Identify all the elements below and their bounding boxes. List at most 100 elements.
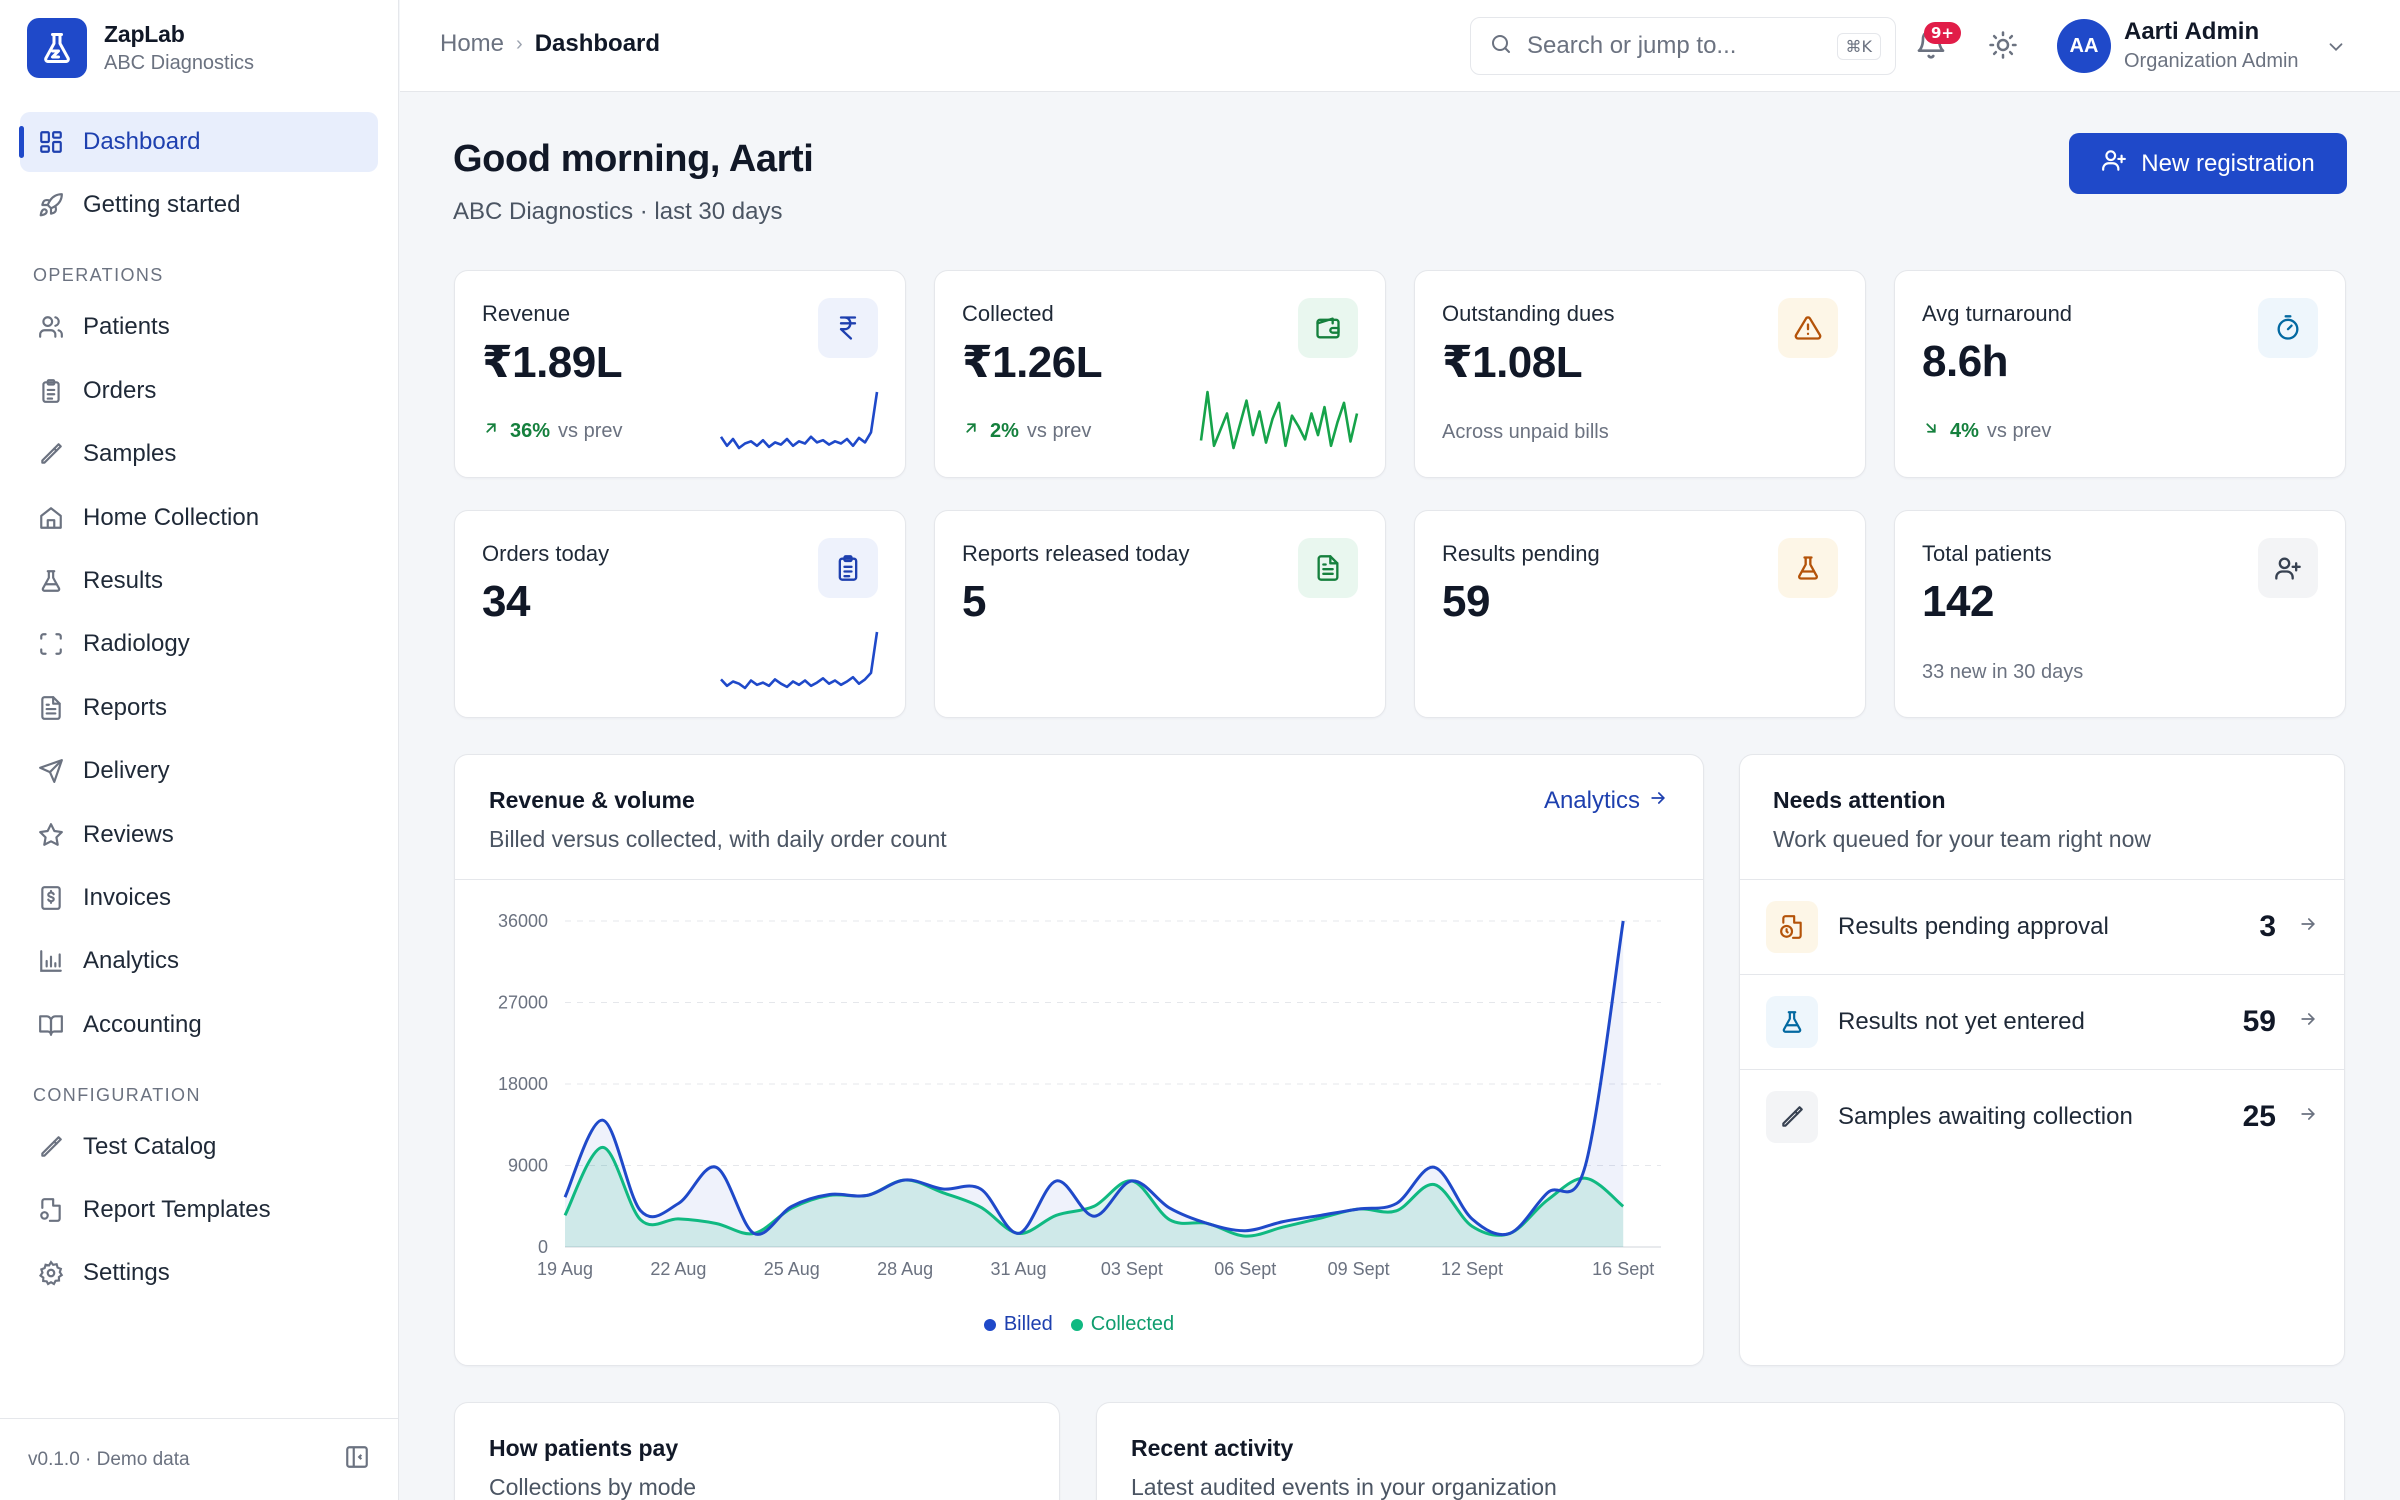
- new-registration-button[interactable]: New registration: [2069, 133, 2347, 194]
- sidebar-item-settings[interactable]: Settings: [20, 1243, 378, 1303]
- kpi-note: Across unpaid bills: [1442, 421, 1609, 443]
- sidebar-item-getting-started[interactable]: Getting started: [20, 175, 378, 235]
- sidebar-item-reviews[interactable]: Reviews: [20, 805, 378, 865]
- kpi-card-avg-turnaround[interactable]: Avg turnaround 8.6h 4% vs prev: [1894, 270, 2346, 478]
- arrow-right-icon: [2298, 914, 2318, 939]
- sidebar-item-patients[interactable]: Patients: [20, 297, 378, 357]
- page-subtitle: ABC Diagnostics · last 30 days: [453, 198, 783, 225]
- sidebar-item-results[interactable]: Results: [20, 551, 378, 611]
- kpi-label: Collected: [962, 301, 1054, 326]
- x-tick-label: 19 Aug: [537, 1259, 593, 1279]
- kpi-delta: 4% vs prev: [1922, 419, 2051, 443]
- arrow-up-right-icon: [962, 419, 980, 443]
- kpi-delta-pct: 4%: [1950, 419, 1979, 442]
- brand[interactable]: ZapLab ABC Diagnostics: [27, 18, 254, 78]
- kpi-card-results-pending[interactable]: Results pending 59: [1414, 510, 1866, 718]
- sidebar-item-label: Patients: [83, 313, 170, 341]
- sidebar-footer: v0.1.0 · Demo data: [0, 1418, 398, 1500]
- sidebar-item-orders[interactable]: Orders: [20, 361, 378, 421]
- analytics-link[interactable]: Analytics: [1544, 787, 1668, 815]
- sun-icon[interactable]: [1988, 30, 2020, 62]
- users-icon: [36, 312, 66, 342]
- send-icon: [36, 756, 66, 786]
- attention-row-not-entered[interactable]: Results not yet entered 59: [1740, 974, 2344, 1068]
- flask-icon: [1778, 538, 1838, 598]
- series-line-billed: [563, 920, 1625, 1237]
- kpi-card-reports-released-today[interactable]: Reports released today 5: [934, 510, 1386, 718]
- search-icon: [1489, 32, 1513, 61]
- sidebar-item-report-templates[interactable]: Report Templates: [20, 1180, 378, 1240]
- timer-icon: [2258, 298, 2318, 358]
- panel-divider: [455, 879, 1703, 880]
- user-menu[interactable]: Aarti Admin Organization Admin: [2124, 18, 2299, 73]
- flask-logo-icon: [27, 18, 87, 78]
- attention-row-awaiting-collection[interactable]: Samples awaiting collection 25: [1740, 1069, 2344, 1163]
- x-tick-label: 09 Sept: [1328, 1259, 1390, 1279]
- avatar[interactable]: AA: [2057, 19, 2111, 73]
- kpi-card-outstanding-dues[interactable]: Outstanding dues ₹1.08L Across unpaid bill…: [1414, 270, 1866, 478]
- page-title: Good morning, Aarti: [453, 138, 814, 180]
- kpi-card-total-patients[interactable]: Total patients 142 33 new in 30 days: [1894, 510, 2346, 718]
- sidebar-item-label: Orders: [83, 376, 157, 404]
- kpi-card-revenue[interactable]: Revenue ₹1.89L 36% vs prev: [454, 270, 906, 478]
- sidebar-item-label: Results: [83, 566, 164, 594]
- series-area-collected: [565, 1147, 1624, 1247]
- x-tick-label: 12 Sept: [1441, 1259, 1503, 1279]
- sidebar-item-reports[interactable]: Reports: [20, 678, 378, 738]
- sidebar-item-accounting[interactable]: Accounting: [20, 995, 378, 1055]
- clipboard-icon: [818, 538, 878, 598]
- sidebar-item-samples[interactable]: Samples: [20, 424, 378, 484]
- attention-row-pending-approval[interactable]: Results pending approval 3: [1740, 879, 2344, 973]
- alert-triangle-icon: [1778, 298, 1838, 358]
- breadcrumb-home[interactable]: Home: [440, 30, 505, 57]
- kpi-delta-suffix: vs prev: [1986, 419, 2052, 442]
- gear-icon: [36, 1258, 66, 1288]
- sidebar-item-invoices[interactable]: Invoices: [20, 868, 378, 928]
- sidebar-item-label: Analytics: [83, 947, 180, 975]
- sparkline-path: [1199, 390, 1359, 450]
- how-patients-pay-panel: How patients pay Collections by mode: [454, 1402, 1060, 1500]
- search-box[interactable]: ⌘K: [1470, 17, 1896, 75]
- legend-item-billed[interactable]: Billed: [983, 1313, 1053, 1336]
- x-tick-label: 25 Aug: [764, 1259, 820, 1279]
- x-tick-label: 03 Sept: [1101, 1259, 1163, 1279]
- rupee-icon: [818, 298, 878, 358]
- sidebar-item-label: Report Templates: [83, 1196, 271, 1224]
- collapse-sidebar-icon[interactable]: [344, 1444, 370, 1475]
- analytics-link-label: Analytics: [1543, 787, 1640, 814]
- panel-title: Needs attention: [1773, 787, 1946, 813]
- x-tick-label: 28 Aug: [877, 1259, 933, 1279]
- kpi-delta: 2% vs prev: [962, 419, 1091, 443]
- sidebar-item-radiology[interactable]: Radiology: [20, 614, 378, 674]
- flask-icon: [36, 566, 66, 596]
- sidebar-item-label: Home Collection: [83, 503, 260, 531]
- scan-icon: [36, 629, 66, 659]
- kpi-value: ₹1.08L: [1442, 338, 1583, 387]
- recent-activity-panel: Recent activity Latest audited events in…: [1096, 1402, 2345, 1500]
- sidebar-item-label: Reports: [83, 693, 168, 721]
- sidebar-item-test-catalog[interactable]: Test Catalog: [20, 1117, 378, 1177]
- user-role: Organization Admin: [2124, 50, 2299, 72]
- kpi-sparkline: [719, 391, 879, 450]
- sidebar-item-label: Settings: [83, 1259, 170, 1287]
- kpi-label: Outstanding dues: [1442, 301, 1615, 326]
- attention-label: Results not yet entered: [1838, 1007, 2085, 1035]
- panel-title: Revenue & volume: [489, 787, 695, 813]
- chevron-down-icon[interactable]: [2325, 36, 2347, 63]
- sidebar-item-dashboard[interactable]: Dashboard: [19, 112, 378, 172]
- flask-icon: [1766, 995, 1818, 1048]
- kpi-delta: 36% vs prev: [482, 419, 623, 443]
- kpi-label: Avg turnaround: [1922, 301, 2073, 326]
- legend-item-collected[interactable]: Collected: [1070, 1313, 1174, 1336]
- search-input[interactable]: [1527, 32, 1817, 60]
- kpi-card-collected[interactable]: Collected ₹1.26L 2% vs prev: [934, 270, 1386, 478]
- sidebar-item-label: Getting started: [83, 191, 241, 219]
- x-tick-label: 16 Sept: [1592, 1259, 1654, 1279]
- nav-section-operations: OPERATIONS: [33, 265, 164, 286]
- kpi-card-orders-today[interactable]: Orders today 34: [454, 510, 906, 718]
- kpi-label: Revenue: [482, 301, 571, 326]
- sidebar-item-delivery[interactable]: Delivery: [20, 741, 378, 801]
- sidebar-item-analytics[interactable]: Analytics: [20, 931, 378, 991]
- panel-subtitle: Collections by mode: [489, 1474, 697, 1500]
- sidebar-item-home-collection[interactable]: Home Collection: [20, 488, 378, 548]
